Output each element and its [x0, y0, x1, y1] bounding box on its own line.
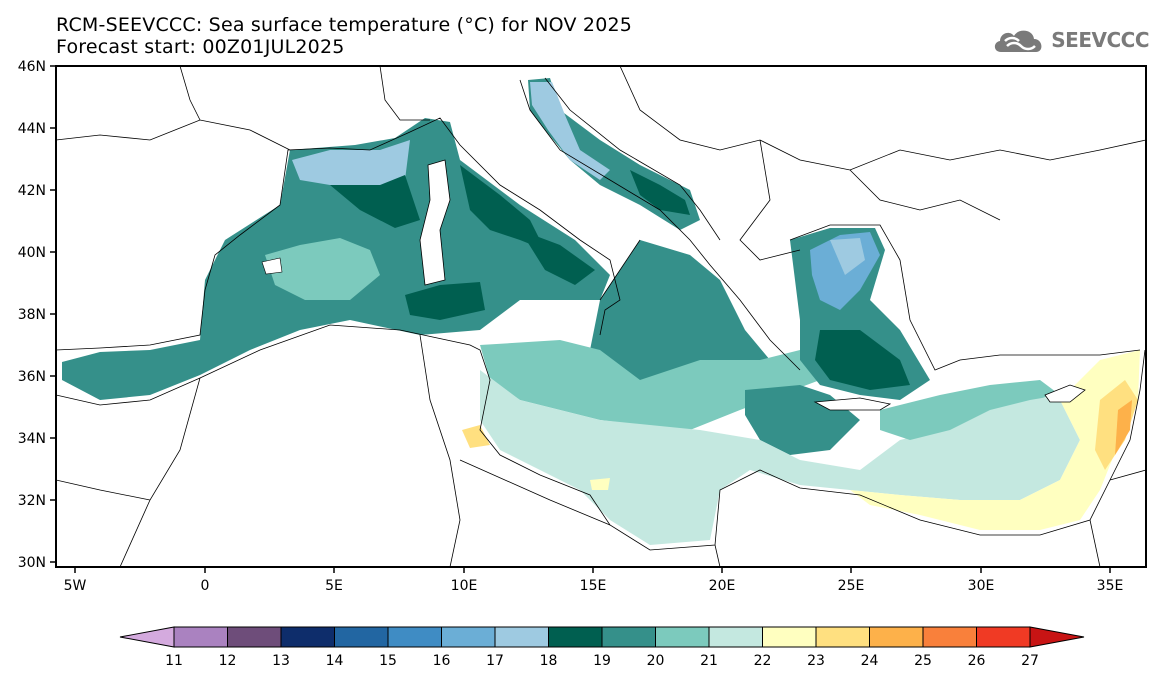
colorbar-label: 15 [379, 653, 397, 669]
latitude-axis: 46N 44N 42N 40N 38N 36N 34N 32N 30N [18, 59, 56, 571]
logo-text: SEEVCCC [1051, 28, 1149, 52]
colorbar-label: 13 [272, 653, 290, 669]
colorbar-segment [548, 626, 603, 648]
colorbar-segment [441, 626, 496, 648]
lon-label: 0 [201, 578, 210, 594]
lat-label: 36N [18, 369, 46, 385]
colorbar-label: 18 [540, 653, 558, 669]
colorbar-label: 12 [219, 653, 237, 669]
colorbar-segment [815, 626, 870, 648]
colorbar-segment [601, 626, 656, 648]
lat-label: 34N [18, 431, 46, 447]
map-title: RCM-SEEVCCC: Sea surface temperature (°C… [56, 14, 633, 36]
colorbar-segment [708, 626, 763, 648]
lon-label: 25E [838, 578, 865, 594]
colorbar-label: 22 [754, 653, 772, 669]
map-subtitle: Forecast start: 00Z01JUL2025 [56, 36, 345, 58]
colorbar-label: 14 [326, 653, 344, 669]
colorbar-over-triangle [1029, 626, 1085, 648]
colorbar-segment [173, 626, 228, 648]
colorbar-segment [922, 626, 977, 648]
lon-label: 10E [451, 578, 478, 594]
lon-label: 5E [325, 578, 343, 594]
colorbar-label: 24 [861, 653, 879, 669]
colorbar-segment [280, 626, 335, 648]
longitude-axis: 5W 0 5E 10E 15E 20E 25E 30E 35E [64, 567, 1124, 594]
lon-label: 35E [1097, 578, 1124, 594]
colorbar-segment [976, 626, 1031, 648]
colorbar-segment [227, 626, 282, 648]
lat-label: 30N [18, 555, 46, 571]
lat-label: 40N [18, 245, 46, 261]
lat-label: 46N [18, 59, 46, 75]
lat-label: 38N [18, 307, 46, 323]
colorbar-label: 21 [700, 653, 718, 669]
lon-label: 5W [64, 578, 87, 594]
colorbar-label: 20 [647, 653, 665, 669]
colorbar-label: 26 [968, 653, 986, 669]
colorbar-under-triangle [119, 626, 175, 648]
lat-label: 32N [18, 493, 46, 509]
lon-label: 20E [709, 578, 736, 594]
lon-label: 15E [580, 578, 607, 594]
colorbar-label: 19 [593, 653, 611, 669]
colorbar-segment [655, 626, 710, 648]
coastlines [56, 66, 1146, 567]
colorbar-segment [494, 626, 549, 648]
colorbar-label: 25 [914, 653, 932, 669]
seevccc-logo: SEEVCCC [991, 24, 1149, 56]
colorbar-label: 27 [1021, 653, 1039, 669]
colorbar-segment [334, 626, 389, 648]
colorbar-label: 17 [486, 653, 504, 669]
lat-label: 42N [18, 183, 46, 199]
colorbar-label: 23 [807, 653, 825, 669]
colorbar: 11 12 13 14 15 16 17 18 19 20 21 22 23 24 25 26 27 [119, 626, 1085, 669]
sea-temperature-field [62, 78, 1140, 545]
colorbar-segment [762, 626, 817, 648]
map-frame [55, 65, 1147, 568]
colorbar-segment [869, 626, 924, 648]
colorbar-segment [387, 626, 442, 648]
cloud-icon [995, 30, 1042, 52]
lon-label: 30E [968, 578, 995, 594]
colorbar-label: 11 [165, 653, 183, 669]
colorbar-label: 16 [433, 653, 451, 669]
lat-label: 44N [18, 121, 46, 137]
